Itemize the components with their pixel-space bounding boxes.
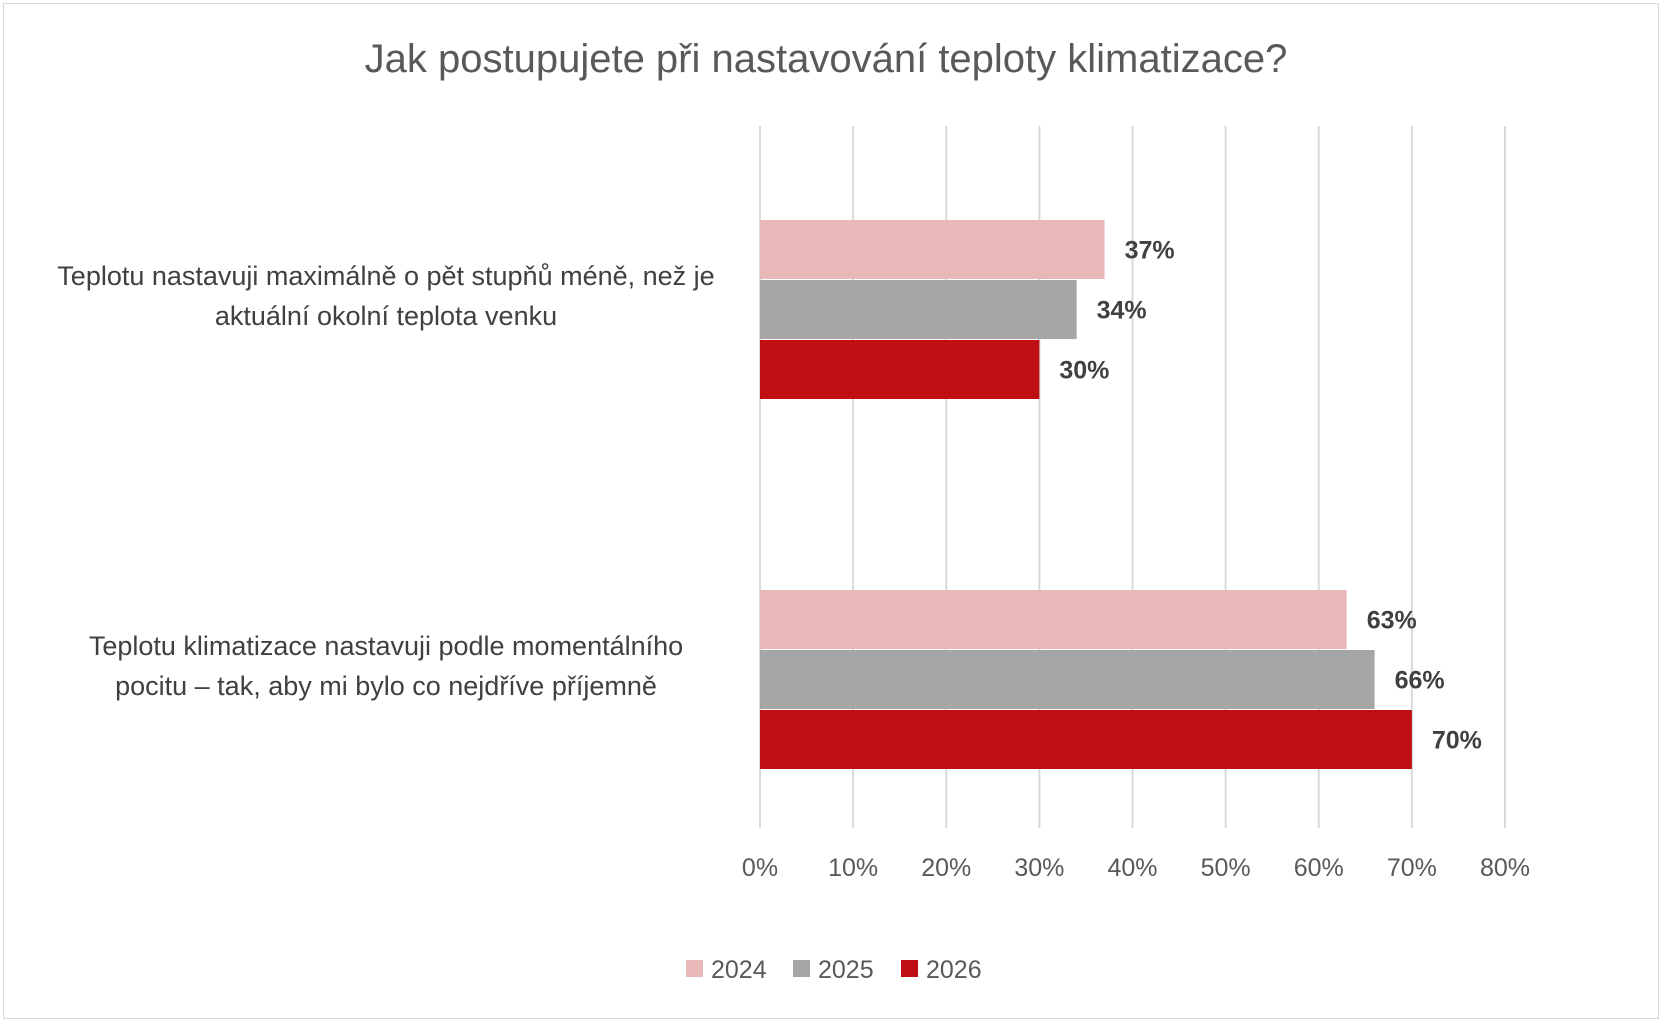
legend-label-2025: 2025	[818, 956, 874, 984]
data-label-2025-category-1: 34%	[1097, 297, 1147, 325]
data-label-2024-category-2: 63%	[1367, 607, 1417, 635]
legend-label-2024: 2024	[711, 956, 767, 984]
category-label-2: Teplotu klimatizace nastavuji podle mome…	[89, 631, 683, 701]
bar-2024-category-1[interactable]	[760, 220, 1105, 279]
legend: 2024 2025 2026	[686, 956, 982, 984]
x-tick-label: 0%	[742, 854, 778, 882]
data-label-2024-category-1: 37%	[1125, 237, 1175, 265]
legend-swatch-2025	[793, 960, 810, 977]
x-tick-label: 20%	[921, 854, 971, 882]
bar-2026-category-2[interactable]	[760, 710, 1412, 769]
bar-2024-category-2[interactable]	[760, 590, 1347, 649]
x-tick-label: 60%	[1294, 854, 1344, 882]
data-label-2025-category-2: 66%	[1395, 667, 1445, 695]
x-tick-label: 40%	[1107, 854, 1157, 882]
data-label-2026-category-1: 30%	[1059, 357, 1109, 385]
legend-swatch-2026	[901, 960, 918, 977]
chart-title: Jak postupujete při nastavování teploty …	[365, 37, 1288, 81]
legend-label-2026: 2026	[926, 956, 982, 984]
x-tick-label: 70%	[1387, 854, 1437, 882]
bar-2025-category-1[interactable]	[760, 280, 1077, 339]
x-tick-label: 80%	[1480, 854, 1530, 882]
bar-2025-category-2[interactable]	[760, 650, 1375, 709]
x-axis-ticks: 0% 10% 20% 30% 40% 50% 60% 70% 80%	[742, 854, 1530, 882]
data-label-2026-category-2: 70%	[1432, 727, 1482, 755]
category-labels: Teplotu nastavuji maximálně o pět stupňů…	[57, 261, 714, 701]
chart-frame[interactable]	[3, 3, 1659, 1019]
bar-2026-category-1[interactable]	[760, 340, 1040, 399]
legend-swatch-2024	[686, 960, 703, 977]
bars: 37% 34% 30% 63% 66% 70%	[760, 220, 1482, 769]
x-tick-label: 30%	[1014, 854, 1064, 882]
category-label-1: Teplotu nastavuji maximálně o pět stupňů…	[57, 261, 714, 331]
x-tick-label: 10%	[828, 854, 878, 882]
x-tick-label: 50%	[1201, 854, 1251, 882]
